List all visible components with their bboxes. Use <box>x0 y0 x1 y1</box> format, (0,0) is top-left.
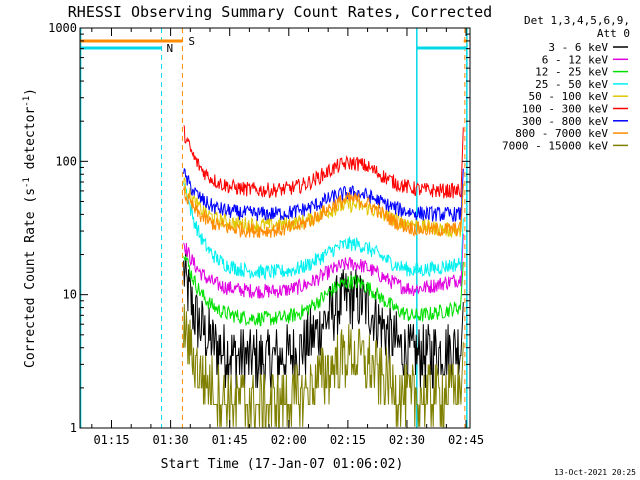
legend-entry-label: 25 - 50 keV <box>535 78 608 91</box>
legend-entry-label: 6 - 12 keV <box>542 53 609 66</box>
legend-header-attenuator: Att 0 <box>597 27 630 40</box>
legend-entry-label: 3 - 6 keV <box>548 41 608 54</box>
y-axis-label: Corrected Count Rate (s-1 detector-1) <box>22 88 38 368</box>
y-tick-label: 100 <box>55 154 77 168</box>
series-line-25-50-kev <box>183 182 464 281</box>
plot-frame <box>79 27 471 429</box>
series-line-300-800-kev <box>183 167 464 222</box>
series-line-6-12-kev <box>183 233 464 299</box>
legend-entry-label: 800 - 7000 keV <box>515 127 608 140</box>
legend-entry-label: 300 - 800 keV <box>522 115 608 128</box>
series-line-3-6-kev <box>183 250 464 389</box>
x-tick-label: 01:30 <box>153 433 189 447</box>
night-flag-label: N <box>167 42 174 55</box>
series-line-7000-15000-kev <box>183 304 464 428</box>
saa-flag-label: S <box>188 35 195 48</box>
x-tick-label: 02:15 <box>330 433 366 447</box>
x-tick-label: 01:15 <box>93 433 129 447</box>
series-line-12-25-kev <box>183 255 464 327</box>
series-line-800-7000-kev <box>183 183 464 239</box>
chart-title: RHESSI Observing Summary Count Rates, Co… <box>68 3 492 21</box>
y-tick-label: 10 <box>63 288 77 302</box>
legend-entry-label: 100 - 300 keV <box>522 103 608 116</box>
series-line-100-300-kev <box>183 125 464 199</box>
x-tick-label: 02:00 <box>271 433 307 447</box>
timestamp: 13-Oct-2021 20:25 <box>554 468 636 477</box>
y-tick-label: 1000 <box>48 21 77 35</box>
x-tick-label: 02:30 <box>389 433 425 447</box>
plot-area: SN <box>79 28 468 428</box>
legend-entry-label: 50 - 100 keV <box>529 90 609 103</box>
y-tick-label: 1 <box>70 421 77 435</box>
legend-entry-label: 12 - 25 keV <box>535 66 608 79</box>
legend-entry-label: 7000 - 15000 keV <box>502 139 608 152</box>
x-tick-label: 01:45 <box>212 433 248 447</box>
x-axis-label: Start Time (17-Jan-07 01:06:02) <box>161 457 404 472</box>
x-tick-label: 02:45 <box>448 433 484 447</box>
legend-header-detectors: Det 1,3,4,5,6,9, <box>524 14 630 27</box>
axes: 1 10 100 1000 01:15 01:30 01:45 02:00 02:15 02:30… <box>48 21 484 447</box>
